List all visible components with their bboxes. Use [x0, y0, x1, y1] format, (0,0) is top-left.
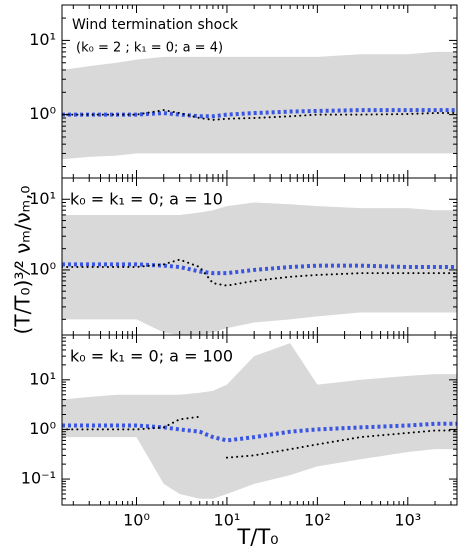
- band: [62, 51, 457, 160]
- y-tick-label: 10⁻¹: [21, 469, 56, 488]
- panel-frame: [61, 334, 458, 506]
- series-line: [62, 258, 457, 287]
- series-line: [62, 108, 457, 119]
- x-tick-label: 10³: [394, 511, 421, 530]
- y-tick-label: 10¹: [29, 30, 56, 49]
- y-tick-label: 10⁰: [29, 104, 56, 123]
- panel-label: Wind termination shock: [72, 17, 239, 33]
- y-tick-label: 10¹: [29, 189, 56, 208]
- y-tick-label: 10¹: [29, 369, 56, 388]
- x-tick-label: 10²: [304, 511, 331, 530]
- band: [62, 343, 457, 499]
- series-line: [62, 421, 457, 443]
- y-tick-label: 10⁰: [29, 419, 56, 438]
- panel-label: k₀ = k₁ = 0; a = 100: [70, 347, 233, 366]
- x-tick-label: 10¹: [214, 511, 241, 530]
- y-tick-label: 10⁰: [29, 259, 56, 278]
- series-line: [62, 262, 457, 276]
- x-tick-label: 10⁰: [123, 511, 150, 530]
- x-axis-label: T/T₀: [236, 525, 278, 549]
- panel-label: k₀ = k₁ = 0; a = 10: [70, 190, 223, 209]
- y-axis-label: (T/T₀)³⁄² νₘ/νₘ,₀: [11, 186, 35, 335]
- panel-sublabel: (k₀ = 2 ; k₁ = 0; a = 4): [76, 41, 223, 56]
